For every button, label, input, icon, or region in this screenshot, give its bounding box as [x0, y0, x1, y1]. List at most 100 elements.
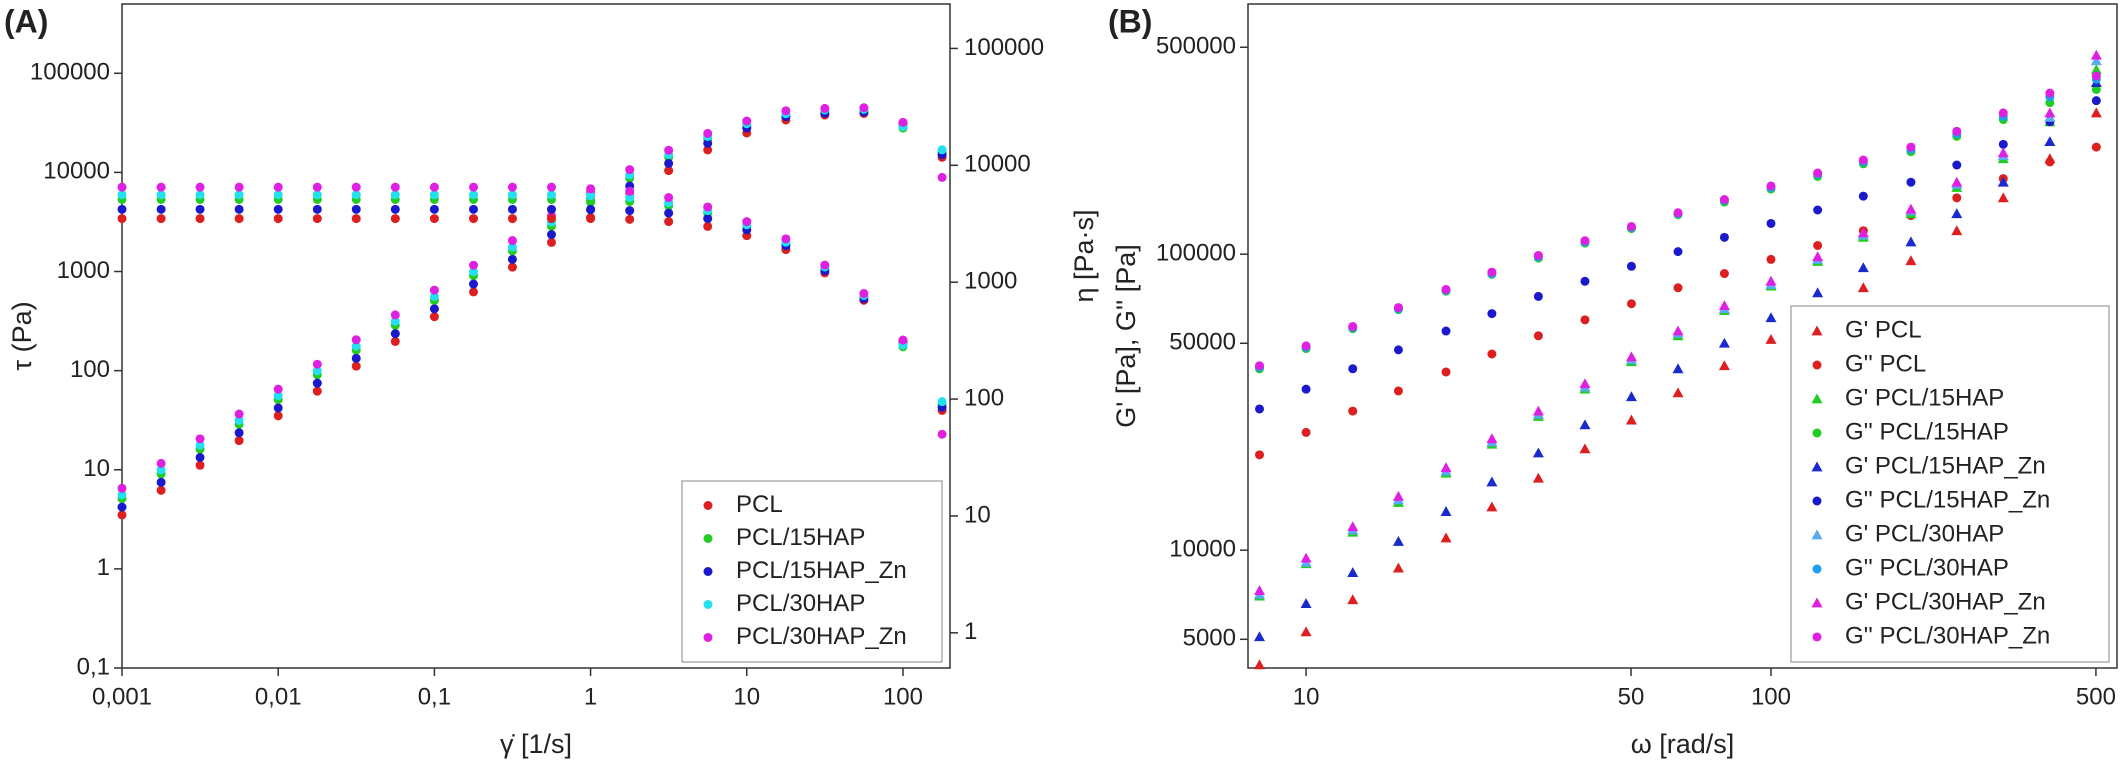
y2-tick-label: 10000 [964, 151, 1031, 178]
circle-marker [586, 191, 596, 201]
triangle-marker [1440, 532, 1452, 543]
triangle-marker [1392, 490, 1404, 501]
circle-marker [1533, 331, 1543, 341]
circle-marker [546, 214, 556, 224]
legend-label: G'' PCL/30HAP [1845, 554, 2009, 581]
triangle-marker [1905, 236, 1917, 247]
circle-marker [507, 182, 517, 192]
triangle-marker [1811, 529, 1823, 540]
circle-marker [273, 391, 283, 401]
x-axis-label: ω [rad/s] [1631, 729, 1735, 759]
circle-marker [390, 204, 400, 214]
circle-marker [625, 206, 635, 216]
triangle-marker [2090, 55, 2102, 66]
circle-marker [156, 182, 166, 192]
circle-marker [1812, 428, 1822, 438]
circle-marker [1812, 564, 1822, 574]
circle-marker [234, 436, 244, 446]
circle-marker [507, 190, 517, 200]
circle-marker [429, 214, 439, 224]
triangle-marker [1625, 351, 1637, 362]
circle-marker [586, 204, 596, 214]
circle-marker [117, 490, 127, 500]
circle-marker [1580, 276, 1590, 286]
legend-label: G'' PCL/30HAP_Zn [1845, 622, 2050, 649]
x-tick-label: 0,1 [418, 683, 451, 710]
circle-marker [351, 341, 361, 351]
triangle-marker [1811, 597, 1823, 608]
circle-marker [195, 214, 205, 224]
triangle-marker [1672, 387, 1684, 398]
legend-label: G' PCL [1845, 316, 1922, 343]
triangle-marker [1857, 282, 1869, 293]
series [1254, 77, 2102, 642]
circle-marker [312, 378, 322, 388]
circle-marker [703, 138, 713, 148]
circle-marker [1673, 247, 1683, 257]
circle-marker [586, 184, 596, 194]
legend-label: G'' PCL/15HAP [1845, 418, 2009, 445]
circle-marker [546, 237, 556, 247]
circle-marker [429, 190, 439, 200]
series [117, 103, 947, 493]
circle-marker [117, 214, 127, 224]
triangle-marker [1997, 147, 2009, 158]
legend-box [681, 480, 943, 663]
triangle-marker [2090, 107, 2102, 118]
circle-marker [898, 117, 908, 127]
circle-marker [195, 204, 205, 214]
circle-marker [195, 190, 205, 200]
circle-marker [1580, 236, 1590, 246]
legend-label: PCL/15HAP [736, 524, 865, 551]
x-tick-label: 0,001 [92, 683, 152, 710]
triangle-marker [1951, 225, 1963, 236]
circle-marker [1301, 384, 1311, 394]
circle-marker [1812, 496, 1822, 506]
x-tick-label: 100 [1751, 683, 1791, 710]
circle-marker [312, 386, 322, 396]
circle-marker [469, 190, 479, 200]
circle-marker [1813, 168, 1823, 178]
triangle-marker [1812, 287, 1824, 298]
circle-marker [2045, 157, 2055, 167]
circle-marker [351, 361, 361, 371]
circle-marker [937, 397, 947, 407]
legend-label: PCL/30HAP [736, 590, 865, 617]
circle-marker [1719, 194, 1729, 204]
circle-marker [351, 204, 361, 214]
triangle-marker [1812, 251, 1824, 262]
series [1255, 71, 2101, 371]
circle-marker [820, 260, 830, 270]
triangle-marker [1811, 461, 1823, 472]
circle-marker [312, 359, 322, 369]
triangle-marker [1347, 594, 1359, 605]
circle-marker [469, 182, 479, 192]
triangle-marker [1718, 300, 1730, 311]
y2-tick-label: 1000 [964, 268, 1017, 295]
circle-marker [351, 214, 361, 224]
circle-marker [1533, 250, 1543, 260]
circle-marker [195, 434, 205, 444]
y-tick-label: 10000 [43, 158, 110, 185]
circle-marker [312, 214, 322, 224]
legend-label: PCL/30HAP_Zn [736, 623, 907, 650]
circle-marker [1348, 364, 1358, 374]
circle-marker [1487, 309, 1497, 319]
triangle-marker [1579, 419, 1591, 430]
circle-marker [469, 204, 479, 214]
circle-marker [507, 236, 517, 246]
circle-marker [1626, 299, 1636, 309]
circle-marker [2091, 142, 2101, 152]
circle-marker [156, 214, 166, 224]
legend-label: G' PCL/30HAP_Zn [1845, 588, 2046, 615]
circle-marker [390, 336, 400, 346]
circle-marker [781, 234, 791, 244]
circle-marker [351, 190, 361, 200]
circle-marker [1812, 360, 1822, 370]
circle-marker [1301, 341, 1311, 351]
circle-marker [117, 204, 127, 214]
y-tick-label: 5000 [1183, 625, 1236, 652]
circle-marker [1533, 291, 1543, 301]
circle-marker [2091, 84, 2101, 94]
triangle-marker [1997, 176, 2009, 187]
